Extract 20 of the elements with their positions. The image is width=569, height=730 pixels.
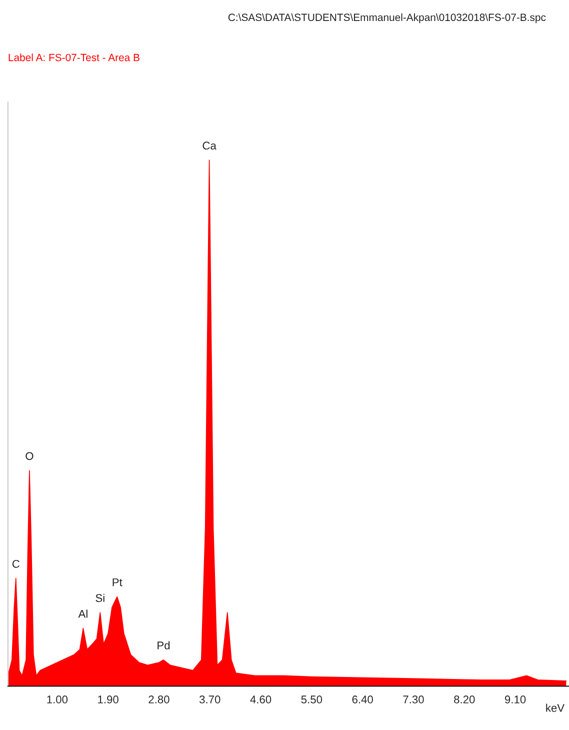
- annotation: Pd: [158, 641, 170, 650]
- annotation: Pt: [112, 578, 122, 586]
- annotation: Al: [78, 610, 88, 618]
- x-tick-label: 4.60: [250, 696, 272, 704]
- annotation: Ca: [202, 142, 216, 150]
- x-tick-label: 1.90: [98, 696, 118, 704]
- chart-subtitle: Label A: FS-07-Test - Area B: [8, 54, 140, 62]
- annotation: O: [26, 452, 34, 460]
- x-tick-label: 5.50: [301, 696, 322, 704]
- x-tick-label: 2.80: [148, 696, 170, 704]
- x-tick-label: 7.30: [403, 696, 424, 704]
- x-tick-label: 6.40: [352, 696, 373, 704]
- chart-title: C:\SAS\DATA\STUDENTS\Emmanuel-Akpan\01032018\FS-07-B.spc: [228, 13, 546, 24]
- annotation: C: [12, 560, 20, 568]
- x-tick-label: 3.70: [199, 696, 220, 704]
- x-axis-title: keV: [546, 704, 564, 712]
- annotation: Si: [96, 594, 104, 602]
- x-tick-label: 8.20: [454, 696, 475, 704]
- x-tick-label: 1.00: [47, 696, 68, 704]
- x-tick-label: 9.10: [504, 696, 526, 704]
